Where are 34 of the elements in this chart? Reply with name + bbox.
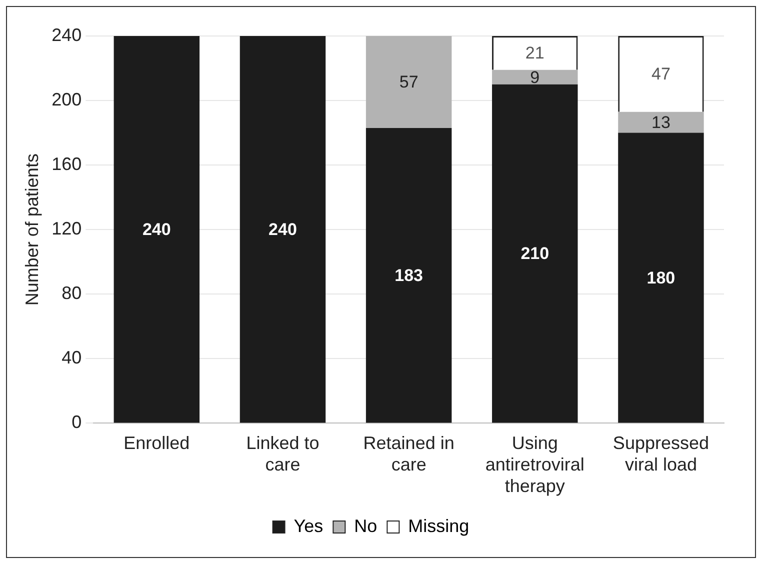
x-tick-label: Using antiretroviral therapy [485,432,584,496]
data-label: 240 [142,220,171,240]
bar [492,70,578,84]
data-label: 57 [399,72,418,92]
x-tick-label: Retained in care [363,432,454,475]
data-label: 180 [646,268,676,288]
y-tick-label: 200 [52,90,82,110]
bar [618,112,704,133]
y-tick-label: 40 [62,348,82,368]
y-tick-label: 0 [72,412,82,432]
data-label: 9 [530,68,540,87]
y-tick-label: 160 [52,154,82,174]
data-label: 240 [268,220,297,240]
bar [492,84,578,423]
bar [618,132,704,423]
y-tick-label: 240 [52,24,82,45]
y-tick-label: 120 [52,218,82,239]
bar [114,36,200,423]
x-tick-label: Suppressed viral load [612,432,709,475]
bar [366,128,452,423]
data-label: 210 [520,244,550,264]
legend-label: Yes [294,516,324,536]
y-tick-label: 80 [62,283,82,304]
data-label: 21 [525,44,544,63]
y-axis-title: Number of patients [22,154,42,306]
x-tick-label: Linked to care [246,432,320,475]
data-label: 47 [652,64,670,84]
x-tick-label: Enrolled [124,432,190,453]
bar [366,36,452,128]
bar [240,36,326,423]
legend-label: No [354,516,378,536]
data-label: 13 [652,113,670,132]
data-label: 183 [394,266,424,286]
legend-label: Missing [408,516,470,536]
